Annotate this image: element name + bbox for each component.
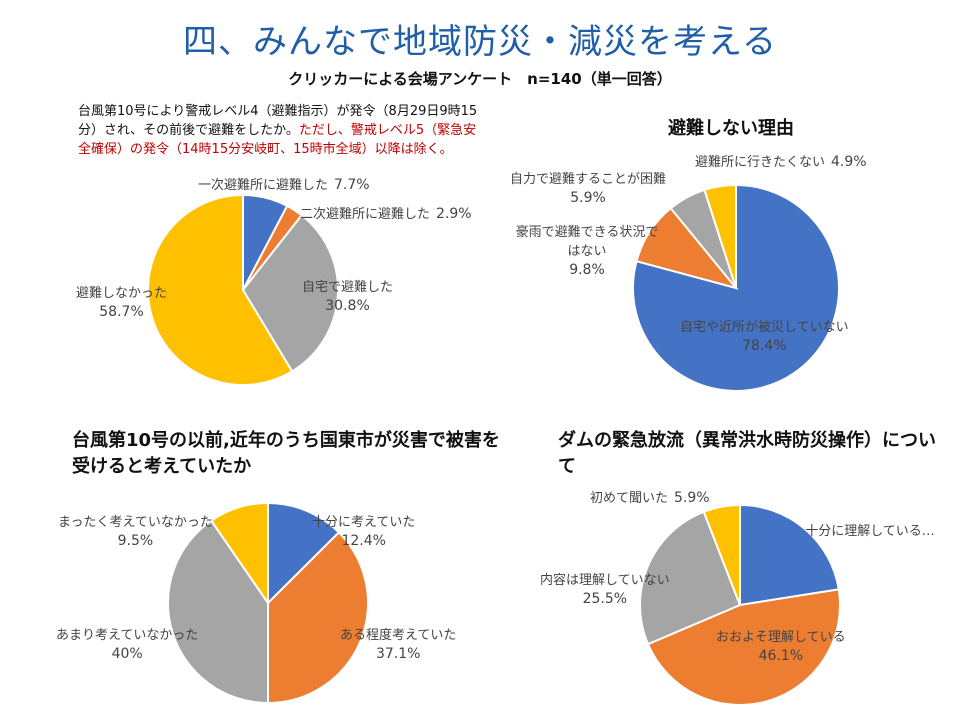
chart3-category-0: 十分に考えていた: [312, 515, 416, 530]
chart4-category-3: 初めて聞いた: [590, 491, 669, 506]
chart4-value-3: 5.9%: [674, 490, 710, 506]
chart4-label-3: 初めて聞いた 5.9%: [590, 489, 710, 508]
chart3-value-3: 9.5%: [117, 533, 154, 549]
chart1-label-2: 自宅で避難した 30.8%: [302, 278, 393, 316]
chart1-category-0: 一次避難所に避難した: [198, 178, 329, 193]
chart2-category-3: 避難所に行きたくない: [695, 155, 826, 170]
chart4-value-2: 25.5%: [582, 591, 628, 607]
chart1-slice-0: [242, 193, 289, 291]
question1-text: 台風第10号により警戒レベル4（避難指示）が発令（8月29日9時15分）され、そ…: [78, 102, 478, 159]
chart1-slice-3: [147, 193, 294, 386]
chart1-slice-1: [242, 204, 304, 291]
chart4-label-1: おおよそ理解している 46.1%: [716, 628, 846, 666]
chart4-value-1: 46.1%: [758, 648, 804, 664]
chart2-value-1: 9.8%: [569, 262, 605, 278]
chart3-value-1: 37.1%: [375, 646, 421, 662]
page-title: 四、みんなで地域防災・減災を考える: [183, 22, 777, 62]
chart3-label-0: 十分に考えていた 12.4%: [312, 513, 415, 551]
chart1-value-1: 2.9%: [436, 206, 472, 222]
chart2-category-1: 豪雨で避難できる状況ではない: [515, 225, 659, 259]
chart2-label-3: 避難所に行きたくない 4.9%: [695, 153, 867, 172]
chart1-category-1: 二次避難所に避難した: [300, 207, 431, 222]
chart3-category-1: ある程度考えていた: [340, 628, 457, 643]
chart3-value-2: 40%: [111, 646, 143, 662]
chart1-category-3: 避難しなかった: [76, 286, 168, 301]
chart2-label-0: 自宅や近所が被災していない 78.4%: [680, 318, 849, 356]
chart4-category-0: 十分に理解している…: [805, 524, 935, 539]
chart4-label-0: 十分に理解している…: [800, 522, 940, 541]
chart1-category-2: 自宅で避難した: [302, 280, 394, 295]
chart3-slice-1: [267, 530, 369, 705]
chart1-value-3: 58.7%: [99, 304, 144, 320]
chart1-label-1: 二次避難所に避難した 2.9%: [300, 205, 472, 224]
chart1-label-0: 一次避難所に避難した 7.7%: [198, 176, 370, 195]
chart4-title: ダムの緊急放流（異常洪水時防災操作）について: [558, 430, 936, 477]
chart3-label-1: ある程度考えていた 37.1%: [340, 626, 456, 664]
chart3-category-3: まったく考えていなかった: [58, 515, 213, 530]
chart2-value-3: 4.9%: [831, 154, 867, 170]
chart3-label-2: あまり考えていなかった 40%: [56, 626, 198, 664]
chart2-category-2: 自力で避難することが困難: [510, 172, 667, 187]
chart4-slice-3: [702, 503, 741, 606]
chart4-category-1: おおよそ理解している: [716, 630, 846, 645]
chart2-value-0: 78.4%: [742, 338, 787, 354]
chart1-label-3: 避難しなかった 58.7%: [76, 284, 167, 322]
chart2-slice-3: [703, 183, 737, 289]
chart3-slice-3: [209, 501, 269, 607]
chart3-label-3: まったく考えていなかった 9.5%: [58, 513, 213, 551]
chart2-slice-2: [669, 188, 737, 289]
chart2-category-0: 自宅や近所が被災していない: [680, 320, 849, 335]
survey-subtitle: クリッカーによる会場アンケート n=140（単一回答）: [288, 70, 672, 88]
chart3-value-0: 12.4%: [341, 533, 386, 549]
chart2-slice-0: [632, 183, 840, 392]
question1-note: ただし、警戒レベル5（緊急安全確保）の発令（14時15分安岐町、15時市全域）以…: [78, 123, 477, 157]
chart2-title: 避難しない理由: [668, 118, 794, 139]
chart4-category-2: 内容は理解していない: [540, 573, 670, 588]
chart2-value-2: 5.9%: [570, 190, 606, 206]
question1-main: 台風第10号により警戒レベル4（避難指示）が発令（8月29日9時15分）され、そ…: [78, 104, 478, 138]
chart1-value-0: 7.7%: [334, 177, 370, 193]
chart2-label-2: 自力で避難することが困難 5.9%: [510, 170, 666, 208]
chart2-label-1: 豪雨で避難できる状況ではない 9.8%: [512, 223, 662, 280]
chart4-label-2: 内容は理解していない 25.5%: [540, 571, 670, 609]
chart3-title: 台風第10号の以前,近年のうち国東市が災害で被害を受けると考えていたか: [72, 430, 500, 477]
chart4-slice-0: [739, 503, 840, 607]
chart3-category-2: あまり考えていなかった: [56, 628, 199, 643]
chart1-value-2: 30.8%: [325, 298, 370, 314]
